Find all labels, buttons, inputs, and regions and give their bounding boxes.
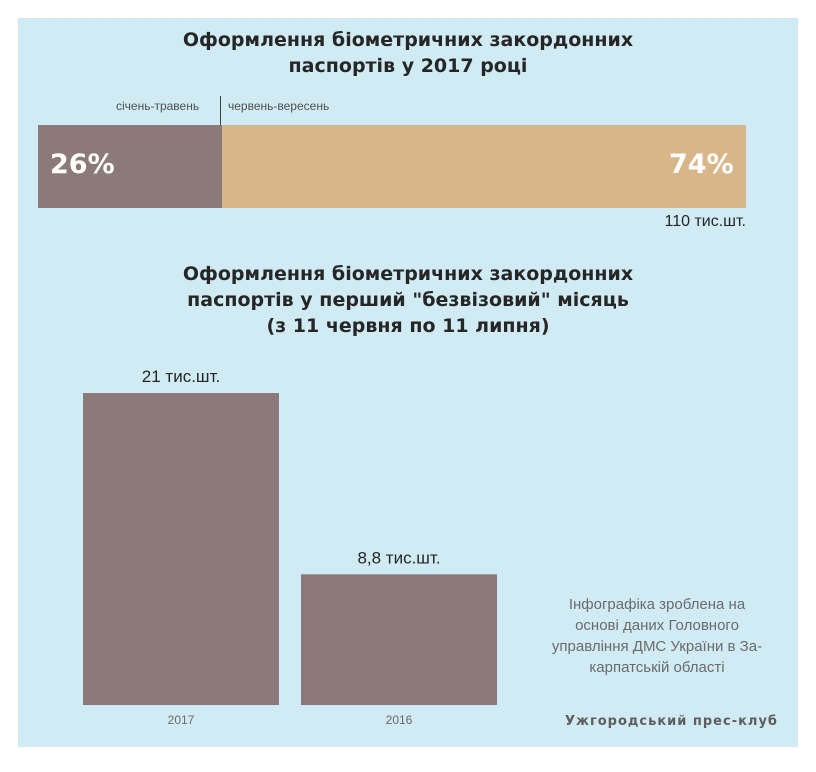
chart-title-visa-free-month: Оформлення біометричних закордонних пасп… <box>0 261 816 339</box>
source-note-line: карпатській області <box>589 659 725 676</box>
source-note: Інфографіка зроблена на основі даних Гол… <box>532 594 782 678</box>
source-note-line: управління ДМС України в За- <box>551 638 763 655</box>
bar-2016 <box>301 574 497 705</box>
chart-title-line: паспортів у перший "безвізовий" місяць <box>187 289 629 311</box>
period-label-jun-sep: червень-вересень <box>228 99 330 113</box>
chart-title-line: Оформлення біометричних закордонних <box>182 263 634 285</box>
stacked-bar-2017: 26% 74% <box>38 125 746 208</box>
period-label-jan-may: січень-травень <box>116 99 200 113</box>
segment-label-jun-sep: 74% <box>669 149 734 180</box>
chart-title-line: паспортів у 2017 році <box>288 55 528 77</box>
bar-segment-jun-sep <box>222 125 746 208</box>
credit-label: Ужгородський прес-клуб <box>564 714 778 729</box>
x-tick-label-2016: 2016 <box>386 713 413 727</box>
total-label: 110 тис.шт. <box>664 213 747 230</box>
bar-2017 <box>83 393 279 705</box>
source-note-line: основі даних Головного <box>575 617 739 634</box>
period-divider-tick <box>220 96 221 140</box>
chart-title-line: (з 11 червня по 11 липня) <box>266 315 550 337</box>
chart-title-2017: Оформлення біометричних закордонних пасп… <box>0 27 816 79</box>
bar-segment-jan-may <box>38 125 223 208</box>
chart-title-line: Оформлення біометричних закордонних <box>182 29 634 51</box>
bar-value-label-2016: 8,8 тис.шт. <box>357 548 440 567</box>
segment-label-jan-may: 26% <box>50 149 115 180</box>
bar-value-label-2017: 21 тис.шт. <box>142 367 220 386</box>
source-note-line: Інфографіка зроблена на <box>568 596 746 613</box>
x-tick-label-2017: 2017 <box>168 713 195 727</box>
